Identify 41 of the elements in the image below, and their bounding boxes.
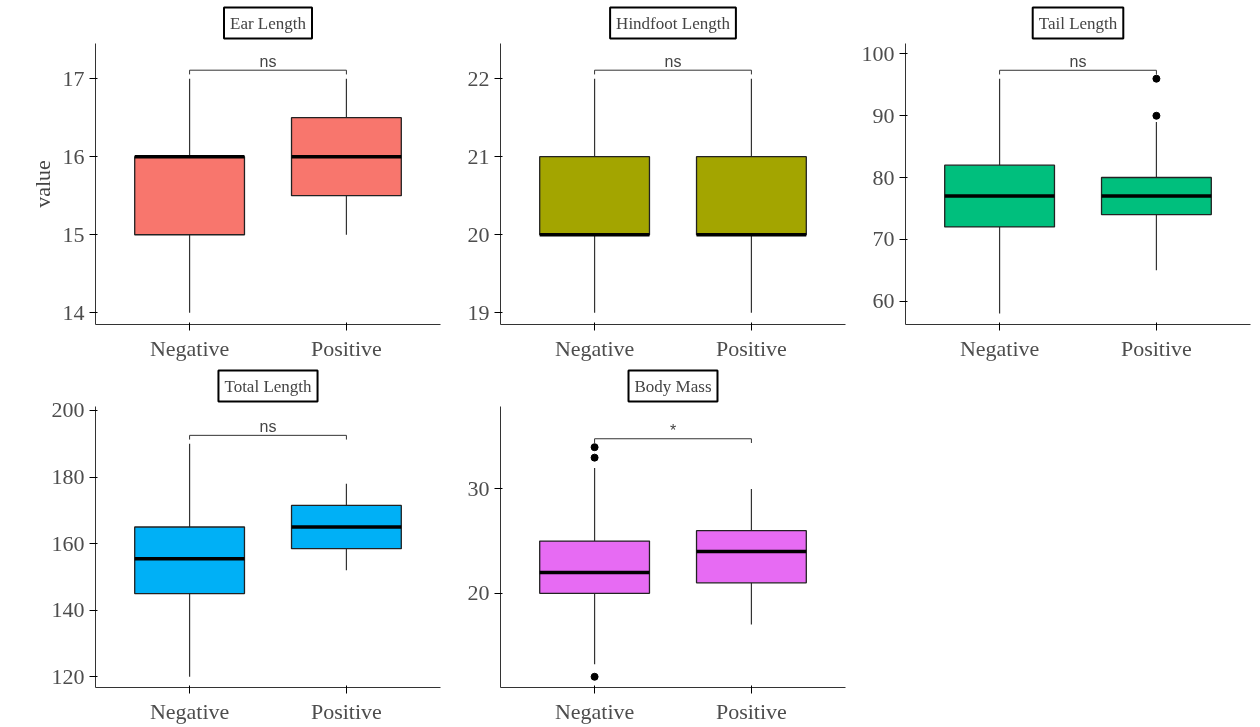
annotation: ns	[259, 53, 277, 71]
chart-title: Ear Length	[230, 13, 307, 33]
y-tick-label: 180	[51, 464, 85, 490]
y-tick-label: 90	[872, 102, 895, 128]
chart-title: Hindfoot Length	[616, 13, 731, 33]
annotation: ns	[664, 53, 682, 71]
x-tick-label: Negative	[554, 698, 635, 724]
y-axis-title: value	[29, 160, 55, 208]
y-tick-label: 14	[62, 299, 85, 325]
x-tick-label: Positive	[310, 335, 382, 361]
y-tick-label: 80	[872, 164, 895, 190]
annotation: *	[669, 421, 677, 439]
y-tick-label: 17	[62, 65, 85, 91]
y-tick-label: 21	[467, 143, 490, 169]
x-tick-label: Negative	[959, 335, 1040, 361]
y-tick-label: 15	[62, 221, 85, 247]
y-tick-label: 20	[467, 221, 490, 247]
x-tick-label: Positive	[715, 698, 787, 724]
y-tick-label: 22	[467, 65, 490, 91]
x-tick-label: Positive	[310, 698, 382, 724]
y-tick-label: 20	[467, 580, 490, 606]
y-tick-label: 120	[51, 663, 85, 689]
y-tick-label: 19	[467, 299, 490, 325]
chart-title: Total Length	[224, 376, 313, 396]
y-tick-label: 100	[861, 41, 895, 66]
y-tick-label: 16	[62, 143, 85, 169]
annotation: ns	[1069, 53, 1087, 71]
annotation: ns	[259, 418, 277, 436]
y-tick-label: 160	[51, 530, 85, 556]
x-tick-label: Positive	[715, 335, 787, 361]
y-tick-label: 30	[467, 475, 490, 501]
y-tick-label: 140	[51, 597, 85, 623]
x-tick-label: Negative	[554, 335, 635, 361]
x-tick-label: Positive	[1120, 335, 1192, 361]
chart-title: Body Mass	[634, 376, 712, 396]
y-tick-label: 60	[872, 288, 895, 314]
chart-title: Tail Length	[1038, 13, 1118, 33]
y-tick-label: 70	[872, 226, 895, 252]
x-tick-label: Negative	[149, 698, 230, 724]
x-tick-label: Negative	[149, 335, 230, 361]
y-tick-label: 200	[51, 397, 85, 423]
